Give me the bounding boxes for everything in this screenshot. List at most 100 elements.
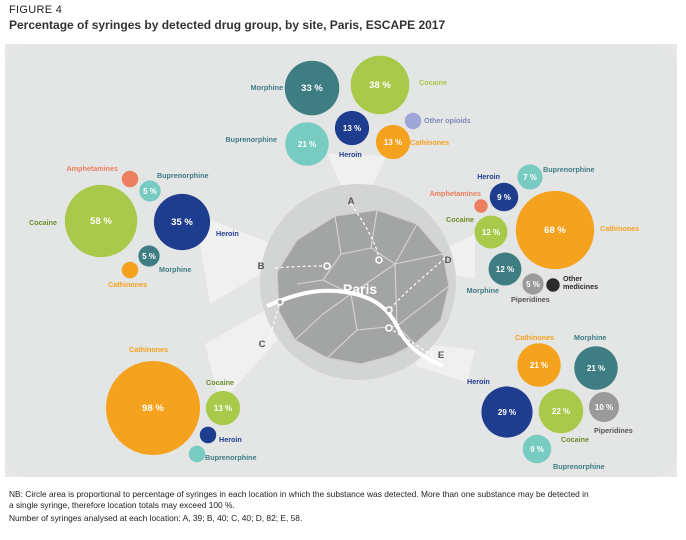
- d-other-medicines-label-2: medicines: [563, 282, 598, 291]
- figure-title: Percentage of syringes by detected drug …: [9, 18, 446, 32]
- value-label-b-morphine: 5 %: [142, 252, 156, 261]
- site-connectors: [268, 203, 446, 357]
- bubble-c-buprenorphine: [188, 445, 206, 463]
- bubble-c-cathinones: [105, 360, 201, 456]
- c-cocaine-label: Cocaine: [206, 378, 234, 387]
- b-cathinones-label: Cathinones: [108, 280, 147, 289]
- figure-label: FIGURE 4: [9, 4, 63, 16]
- paris-label: Paris: [343, 281, 377, 297]
- bubble-c-cocaine: [205, 390, 241, 426]
- d-morphine-label: Morphine: [467, 286, 499, 295]
- e-piperidines-label: Piperidines: [594, 426, 633, 435]
- map-outline: [276, 209, 450, 365]
- bubble-d-heroin: [489, 182, 519, 212]
- value-label-e-cocaine: 22 %: [552, 407, 570, 416]
- note-line-1: NB: Circle area is proportional to perce…: [9, 489, 589, 499]
- value-label-b-cocaine: 58 %: [90, 216, 112, 227]
- value-label-e-heroin: 29 %: [498, 408, 516, 417]
- d-buprenorphine-label: Buprenorphine: [543, 165, 595, 174]
- d-other-medicines-label-1: Other: [563, 274, 582, 283]
- paris-map: Paris A B C D E: [258, 184, 456, 380]
- e-morphine-label: Morphine: [574, 333, 606, 342]
- site-marker-e: [385, 324, 393, 332]
- bubble-a-buprenorphine: [285, 122, 329, 166]
- site-rays: [195, 154, 475, 404]
- b-amphetamines-label: Amphetamines: [66, 164, 118, 173]
- bubble-d-other-medicines: [546, 278, 560, 292]
- ray-e: [415, 344, 475, 382]
- a-cocaine-label: Cocaine: [419, 78, 447, 87]
- c-buprenorphine-label: Buprenorphine: [205, 453, 257, 462]
- value-label-e-cathinones: 21 %: [530, 361, 548, 370]
- ray-b: [195, 214, 275, 304]
- bubble-b-heroin: [153, 193, 211, 251]
- seine-river: [266, 288, 444, 368]
- value-label-a-heroin: 13 %: [343, 124, 361, 133]
- site-marker-b: [323, 262, 331, 270]
- value-label-d-cathinones: 68 %: [544, 225, 566, 236]
- value-label-b-buprenorphine: 5 %: [143, 187, 157, 196]
- value-label-d-buprenorphine: 7 %: [523, 173, 537, 182]
- bubble-e-morphine: [574, 346, 618, 390]
- ray-c: [205, 306, 281, 404]
- a-buprenorphine-label: Buprenorphine: [225, 135, 277, 144]
- bubble-d-cocaine: [474, 215, 508, 249]
- site-letter-c: C: [259, 339, 266, 350]
- c-cathinones-label: Cathinones: [129, 345, 168, 354]
- bubble-a-other-opioids: [404, 112, 422, 130]
- site-letter-a: A: [348, 196, 355, 207]
- value-label-d-cocaine: 12 %: [482, 228, 500, 237]
- a-heroin-label: Heroin: [339, 150, 362, 159]
- value-label-d-heroin: 9 %: [497, 193, 511, 202]
- site-marker-d: [385, 306, 393, 314]
- bubble-e-cocaine: [538, 388, 584, 434]
- e-cathinones-label: Cathinones: [515, 333, 554, 342]
- b-morphine-label: Morphine: [159, 265, 191, 274]
- b-heroin-label: Heroin: [216, 229, 239, 238]
- c-heroin-label: Heroin: [219, 435, 242, 444]
- a-morphine-label: Morphine: [251, 83, 283, 92]
- note-line-3: Number of syringes analysed at each loca…: [9, 513, 303, 523]
- bubble-a-cathinones: [375, 124, 411, 160]
- site-marker-c: [276, 298, 284, 306]
- value-label-a-cocaine: 38 %: [369, 80, 391, 91]
- a-cathinones-label: Cathinones: [410, 138, 449, 147]
- e-heroin-label: Heroin: [467, 377, 490, 386]
- bubble-e-heroin: [481, 386, 533, 438]
- bubble-e-buprenorphine: [522, 434, 552, 464]
- bubble-e-piperidines: [588, 391, 620, 423]
- bubble-d-amphetamines: [474, 199, 488, 213]
- value-label-e-morphine: 21 %: [587, 364, 605, 373]
- bubble-b-morphine: [138, 245, 160, 267]
- value-label-b-heroin: 35 %: [171, 217, 193, 228]
- bubble-d-morphine: [488, 252, 522, 286]
- d-amphetamines-label: Amphetamines: [429, 189, 481, 198]
- b-cocaine-label: Cocaine: [29, 218, 57, 227]
- value-label-a-cathinones: 13 %: [384, 138, 402, 147]
- e-cocaine-label: Cocaine: [561, 435, 589, 444]
- bubble-c-heroin: [199, 426, 217, 444]
- bubble-d-buprenorphine: [517, 164, 543, 190]
- value-label-d-morphine: 12 %: [496, 265, 514, 274]
- value-label-a-buprenorphine: 21 %: [298, 140, 316, 149]
- value-label-e-buprenorphine: 9 %: [530, 445, 544, 454]
- site-markers: [276, 256, 393, 332]
- site-letter-b: B: [258, 261, 265, 272]
- chart-panel: Paris A B C D E 33 % 38 % 21 % 13 % 13 % 5 % 5…: [5, 44, 677, 477]
- bubble-a-morphine: [284, 60, 340, 116]
- value-label-d-piperidines: 5 %: [526, 280, 540, 289]
- bubble-e-cathinones: [517, 343, 561, 387]
- bubbles-layer: 33 % 38 % 21 % 13 % 13 % 5 % 58 % 35 % 5 % 98 % 13…: [64, 55, 620, 464]
- value-label-c-cathinones: 98 %: [142, 403, 164, 414]
- site-marker-a: [375, 256, 383, 264]
- a-other-opioids-label: Other opioids: [424, 116, 471, 125]
- bubble-a-cocaine: [350, 55, 410, 115]
- bubble-b-cocaine: [64, 184, 138, 258]
- bubble-b-amphetamines: [121, 170, 139, 188]
- value-label-a-morphine: 33 %: [301, 83, 323, 94]
- bubble-b-cathinones: [121, 261, 139, 279]
- d-cocaine-label: Cocaine: [446, 215, 474, 224]
- bubble-b-buprenorphine: [139, 180, 161, 202]
- b-buprenorphine-label: Buprenorphine: [157, 171, 209, 180]
- d-piperidines-label: Piperidines: [511, 295, 550, 304]
